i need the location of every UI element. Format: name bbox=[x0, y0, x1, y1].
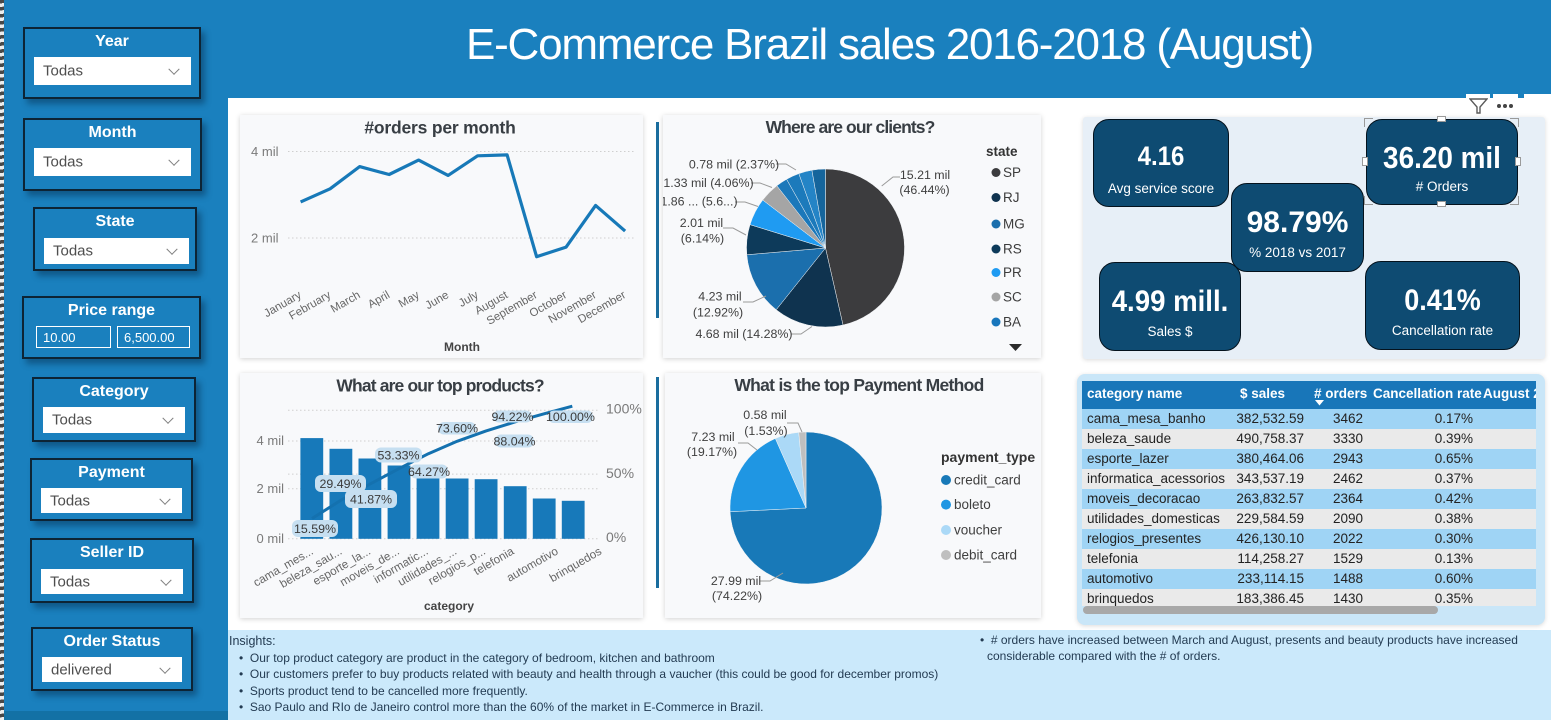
svg-text:category: category bbox=[424, 599, 474, 613]
svg-text:June: June bbox=[424, 289, 452, 312]
svg-text:BA: BA bbox=[1003, 315, 1021, 330]
svg-text:What is the top Payment Method: What is the top Payment Method bbox=[734, 375, 983, 395]
svg-text:state: state bbox=[986, 144, 1018, 159]
svg-text:RJ: RJ bbox=[1003, 190, 1020, 205]
svg-text:73.60%: 73.60% bbox=[436, 422, 478, 436]
svg-text:(19.17%): (19.17%) bbox=[687, 445, 737, 459]
svg-text:#orders per month: #orders per month bbox=[364, 118, 515, 138]
svg-text:4 mil: 4 mil bbox=[251, 144, 279, 159]
svg-text:boleto: boleto bbox=[954, 497, 991, 512]
svg-text:March: March bbox=[329, 289, 363, 315]
svg-text:(6.14%): (6.14%) bbox=[681, 232, 724, 246]
svg-text:What are our top products?: What are our top products? bbox=[336, 376, 544, 396]
svg-text:(1.53%): (1.53%) bbox=[744, 424, 787, 438]
svg-text:May: May bbox=[397, 289, 422, 310]
svg-text:88.04%: 88.04% bbox=[493, 434, 535, 448]
svg-text:4 mil: 4 mil bbox=[257, 433, 285, 448]
svg-text:15.59%: 15.59% bbox=[294, 522, 336, 536]
svg-text:(74.22%): (74.22%) bbox=[712, 589, 762, 603]
svg-text:27.99 mil: 27.99 mil bbox=[711, 574, 761, 588]
svg-text:payment_type: payment_type bbox=[941, 449, 1035, 465]
svg-text:debit_card: debit_card bbox=[954, 548, 1017, 563]
svg-text:100.00%: 100.00% bbox=[546, 410, 595, 424]
svg-text:Month: Month bbox=[444, 340, 480, 354]
svg-text:2 mil: 2 mil bbox=[257, 481, 285, 496]
svg-text:Where are our clients?: Where are our clients? bbox=[766, 117, 935, 137]
svg-text:credit_card: credit_card bbox=[954, 473, 1021, 488]
svg-text:0 mil: 0 mil bbox=[257, 531, 285, 546]
svg-text:SP: SP bbox=[1003, 165, 1021, 180]
svg-text:RS: RS bbox=[1003, 242, 1022, 257]
svg-text:4.68 mil (14.28%): 4.68 mil (14.28%) bbox=[695, 327, 792, 341]
svg-text:voucher: voucher bbox=[954, 523, 1003, 538]
svg-text:64.27%: 64.27% bbox=[408, 465, 450, 479]
svg-text:2.01 mil: 2.01 mil bbox=[680, 216, 723, 230]
svg-text:15.21 mil: 15.21 mil bbox=[900, 168, 950, 182]
svg-text:0.78 mil (2.37%): 0.78 mil (2.37%) bbox=[689, 158, 779, 172]
svg-text:0%: 0% bbox=[606, 529, 626, 545]
svg-text:4.23 mil: 4.23 mil bbox=[698, 290, 741, 304]
svg-text:41.87%: 41.87% bbox=[350, 492, 392, 506]
svg-text:7.23 mil: 7.23 mil bbox=[691, 430, 734, 444]
svg-text:(12.92%): (12.92%) bbox=[693, 306, 743, 320]
svg-text:1.33 mil (4.06%): 1.33 mil (4.06%) bbox=[663, 176, 753, 190]
svg-text:SC: SC bbox=[1003, 290, 1022, 305]
svg-text:94.22%: 94.22% bbox=[491, 410, 533, 424]
svg-text:1.86 ... (5.6...): 1.86 ... (5.6...) bbox=[663, 195, 738, 209]
svg-text:PR: PR bbox=[1003, 265, 1022, 280]
svg-text:100%: 100% bbox=[606, 400, 642, 416]
svg-text:53.33%: 53.33% bbox=[377, 448, 419, 462]
svg-text:MG: MG bbox=[1003, 217, 1025, 232]
svg-text:29.49%: 29.49% bbox=[319, 477, 361, 491]
svg-text:(46.44%): (46.44%) bbox=[899, 183, 949, 197]
svg-text:0.58 mil: 0.58 mil bbox=[743, 408, 786, 422]
svg-text:2 mil: 2 mil bbox=[251, 231, 279, 246]
svg-text:April: April bbox=[366, 289, 392, 311]
svg-text:50%: 50% bbox=[606, 465, 634, 481]
